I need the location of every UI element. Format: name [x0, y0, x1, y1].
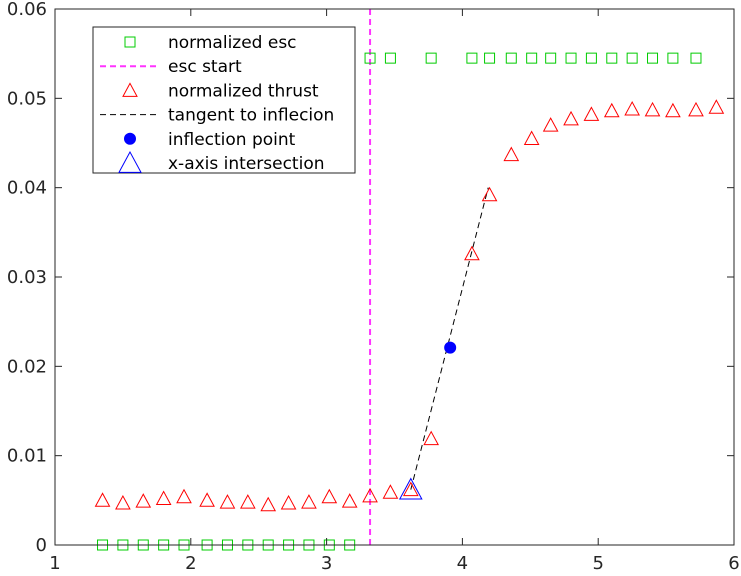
point-normalized-thrust	[402, 481, 419, 497]
point-normalized-thrust	[503, 146, 520, 162]
point-normalized-thrust	[239, 494, 256, 509]
point-normalized-thrust	[382, 484, 399, 499]
legend-marker-inflection-point	[124, 132, 136, 145]
legend-label-normalized-thrust: normalized thrust	[168, 81, 319, 101]
point-normalized-thrust	[583, 106, 600, 121]
point-normalized-esc	[526, 52, 538, 64]
legend-label-tangent-to-inflecion: tangent to inflecion	[168, 106, 334, 126]
point-normalized-thrust	[603, 102, 620, 118]
point-normalized-esc	[505, 52, 517, 64]
series-line-tangent-to-inflecion	[410, 187, 489, 490]
legend-marker-normalized-esc	[124, 36, 136, 48]
point-normalized-esc	[364, 52, 376, 64]
point-normalized-thrust	[644, 101, 661, 117]
y-tick-label: 0.03	[7, 267, 47, 288]
point-normalized-thrust	[464, 245, 480, 261]
point-inflection-point	[444, 341, 457, 354]
point-x-axis-intersection	[398, 477, 423, 500]
point-normalized-thrust	[176, 488, 192, 504]
x-tick-label: 6	[728, 553, 739, 574]
point-normalized-thrust	[542, 117, 559, 132]
point-normalized-esc	[384, 52, 396, 64]
point-normalized-esc	[585, 52, 597, 64]
legend-label-normalized-esc: normalized esc	[168, 33, 297, 53]
legend-marker-x-axis-intersection	[118, 150, 142, 173]
point-normalized-thrust	[135, 493, 152, 508]
point-normalized-esc	[545, 52, 557, 64]
point-normalized-thrust	[260, 496, 277, 512]
point-normalized-thrust	[523, 130, 540, 145]
point-normalized-thrust	[688, 101, 704, 117]
x-tick-label: 1	[49, 553, 60, 574]
point-normalized-esc	[667, 52, 679, 64]
legend-label-esc-start: esc start	[168, 57, 242, 77]
y-tick-label: 0.06	[7, 0, 47, 20]
point-normalized-thrust	[423, 430, 440, 446]
point-normalized-esc	[484, 52, 496, 64]
point-normalized-thrust	[563, 110, 579, 126]
y-tick-label: 0.04	[7, 178, 47, 199]
x-tick-label: 3	[321, 553, 332, 574]
point-normalized-thrust	[362, 487, 378, 503]
point-normalized-esc	[690, 52, 702, 64]
point-normalized-thrust	[199, 492, 215, 507]
point-normalized-thrust	[115, 494, 131, 510]
point-normalized-thrust	[341, 493, 358, 508]
x-tick-label: 5	[592, 553, 603, 574]
legend: normalized esc esc start normalized thrust…	[92, 26, 356, 174]
axes: 1 2 3 4 5 6 0 0.01 0.02 0.03 0.04 0.05 0.06	[7, 0, 740, 574]
point-normalized-thrust	[301, 494, 317, 509]
y-tick-label: 0	[36, 535, 47, 556]
point-normalized-esc	[626, 52, 638, 64]
y-tick-label: 0.01	[7, 446, 47, 467]
point-normalized-esc	[466, 52, 478, 64]
point-normalized-esc	[647, 52, 659, 64]
legend-label-inflection-point: inflection point	[168, 130, 296, 150]
x-tick-label: 4	[457, 553, 468, 574]
x-tick-label: 2	[185, 553, 196, 574]
point-normalized-thrust	[321, 488, 338, 504]
point-normalized-thrust	[280, 494, 297, 510]
point-normalized-thrust	[219, 494, 236, 509]
point-normalized-thrust	[665, 102, 681, 118]
point-normalized-thrust	[94, 492, 111, 507]
point-normalized-thrust	[481, 186, 498, 202]
legend-marker-normalized-thrust	[122, 82, 138, 97]
point-normalized-thrust	[624, 101, 640, 116]
y-tick-label: 0.05	[7, 88, 47, 109]
point-normalized-esc	[606, 52, 618, 64]
point-normalized-thrust	[708, 99, 725, 114]
y-tick-label: 0.02	[7, 356, 47, 377]
legend-label-x-axis-intersection: x-axis intersection	[168, 154, 325, 174]
point-normalized-thrust	[155, 490, 172, 505]
point-normalized-esc	[565, 52, 577, 64]
point-normalized-esc	[425, 52, 437, 64]
legend-box	[92, 26, 356, 174]
